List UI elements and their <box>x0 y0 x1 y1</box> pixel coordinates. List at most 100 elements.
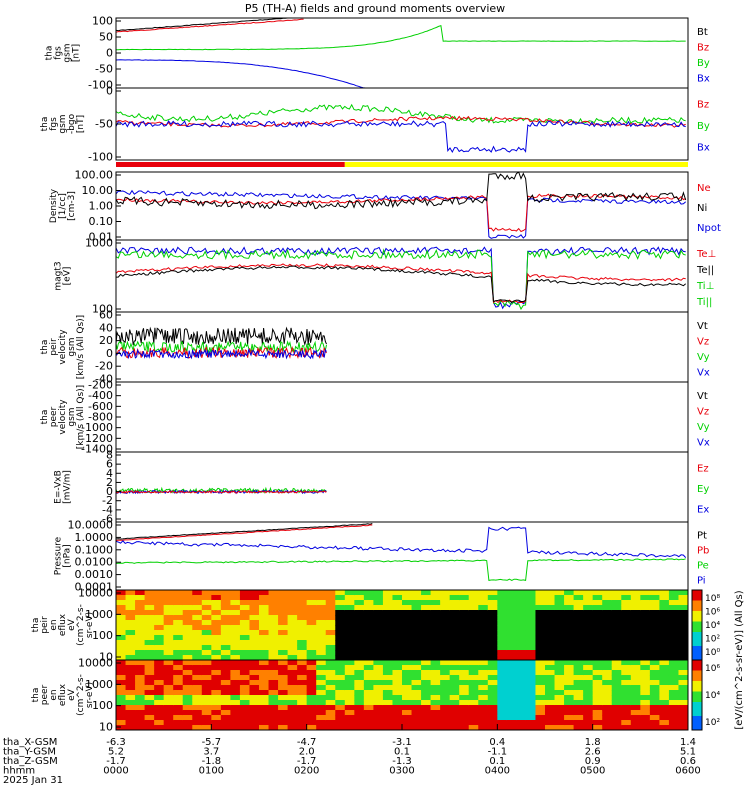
heatmap-cell <box>497 660 508 666</box>
heatmap-cell <box>459 635 470 641</box>
heatmap-cell <box>411 675 422 681</box>
colorbar-step <box>692 670 702 675</box>
heatmap-cell <box>573 700 584 706</box>
heatmap-cell <box>278 700 289 706</box>
heatmap-cell <box>363 635 374 641</box>
heatmap-cell <box>678 700 689 706</box>
series-line-blue <box>115 120 686 154</box>
heatmap-cell <box>392 710 403 716</box>
heatmap-cell <box>564 625 575 631</box>
heatmap-cell <box>525 600 536 606</box>
heatmap-cell <box>316 685 327 691</box>
heatmap-cell <box>363 615 374 621</box>
heatmap-cell <box>325 655 336 661</box>
heatmap-cell <box>516 605 527 611</box>
heatmap-cell <box>554 615 565 621</box>
heatmap-cell <box>459 625 470 631</box>
heatmap-cell <box>525 625 536 631</box>
heatmap-cell <box>316 640 327 646</box>
heatmap-cell <box>239 635 250 641</box>
heatmap-cell <box>192 700 203 706</box>
heatmap-cell <box>373 615 384 621</box>
heatmap-cell <box>611 655 622 661</box>
y-tick-label: 1000 <box>85 678 113 691</box>
heatmap-cell <box>373 600 384 606</box>
heatmap-cell <box>287 630 298 636</box>
heatmap-cell <box>192 680 203 686</box>
heatmap-cell <box>630 685 641 691</box>
heatmap-cell <box>535 595 546 601</box>
heatmap-cell <box>535 620 546 626</box>
heatmap-cell <box>525 660 536 666</box>
heatmap-cell <box>192 645 203 651</box>
heatmap-cell <box>430 635 441 641</box>
heatmap-cell <box>421 725 432 731</box>
heatmap-cell <box>525 620 536 626</box>
heatmap-cell <box>525 645 536 651</box>
heatmap-cell <box>430 670 441 676</box>
heatmap-cell <box>173 720 184 726</box>
heatmap-cell <box>125 695 136 701</box>
heatmap-cell <box>487 645 498 651</box>
heatmap-cell <box>525 710 536 716</box>
heatmap-cell <box>564 725 575 731</box>
heatmap-cell <box>630 655 641 661</box>
heatmap-cell <box>125 655 136 661</box>
heatmap-cell <box>163 615 174 621</box>
heatmap-cell <box>468 705 479 711</box>
legend-Vz: Vz <box>697 406 709 417</box>
x-tick-label: 0.6 <box>680 756 696 767</box>
heatmap-cell <box>421 680 432 686</box>
heatmap-cell <box>602 725 613 731</box>
heatmap-cell <box>382 710 393 716</box>
heatmap-cell <box>125 680 136 686</box>
heatmap-cell <box>621 685 632 691</box>
x-tick-label: 0300 <box>389 766 414 777</box>
heatmap-cell <box>640 660 651 666</box>
heatmap-cell <box>154 620 165 626</box>
heatmap-cell <box>649 615 660 621</box>
heatmap-cell <box>182 615 193 621</box>
heatmap-cell <box>182 610 193 616</box>
heatmap-cell <box>192 715 203 721</box>
heatmap-cell <box>516 720 527 726</box>
colorbar-step <box>692 702 702 706</box>
heatmap-cell <box>344 700 355 706</box>
heatmap-cell <box>154 600 165 606</box>
heatmap-cell <box>640 665 651 671</box>
heatmap-cell <box>611 650 622 656</box>
heatmap-cell <box>306 705 317 711</box>
heatmap-cell <box>659 610 670 616</box>
heatmap-cell <box>630 625 641 631</box>
heatmap-cell <box>535 655 546 661</box>
heatmap-cell <box>602 655 613 661</box>
heatmap-cell <box>135 630 146 636</box>
heatmap-cell <box>344 625 355 631</box>
heatmap-cell <box>659 590 670 596</box>
heatmap-cell <box>649 695 660 701</box>
y-tick-label: -40 <box>95 373 113 386</box>
heatmap-cell <box>564 600 575 606</box>
heatmap-cell <box>564 635 575 641</box>
heatmap-cell <box>564 655 575 661</box>
heatmap-cell <box>363 590 374 596</box>
y-axis-label-line: gsm <box>67 337 77 356</box>
heatmap-cell <box>449 620 460 626</box>
heatmap-cell <box>325 640 336 646</box>
heatmap-cell <box>468 660 479 666</box>
heatmap-cell <box>278 620 289 626</box>
heatmap-cell <box>259 600 270 606</box>
heatmap-cell <box>545 635 556 641</box>
heatmap-cell <box>592 605 603 611</box>
heatmap-cell <box>125 600 136 606</box>
heatmap-cell <box>564 710 575 716</box>
y-tick-label: 1000 <box>85 237 113 250</box>
y-tick-label: 1.0000 <box>75 531 114 544</box>
heatmap-cell <box>249 590 260 596</box>
heatmap-cell <box>287 660 298 666</box>
heatmap-cell <box>354 680 365 686</box>
heatmap-cell <box>440 625 451 631</box>
heatmap-cell <box>373 645 384 651</box>
heatmap-cell <box>259 675 270 681</box>
heatmap-cell <box>116 630 127 636</box>
